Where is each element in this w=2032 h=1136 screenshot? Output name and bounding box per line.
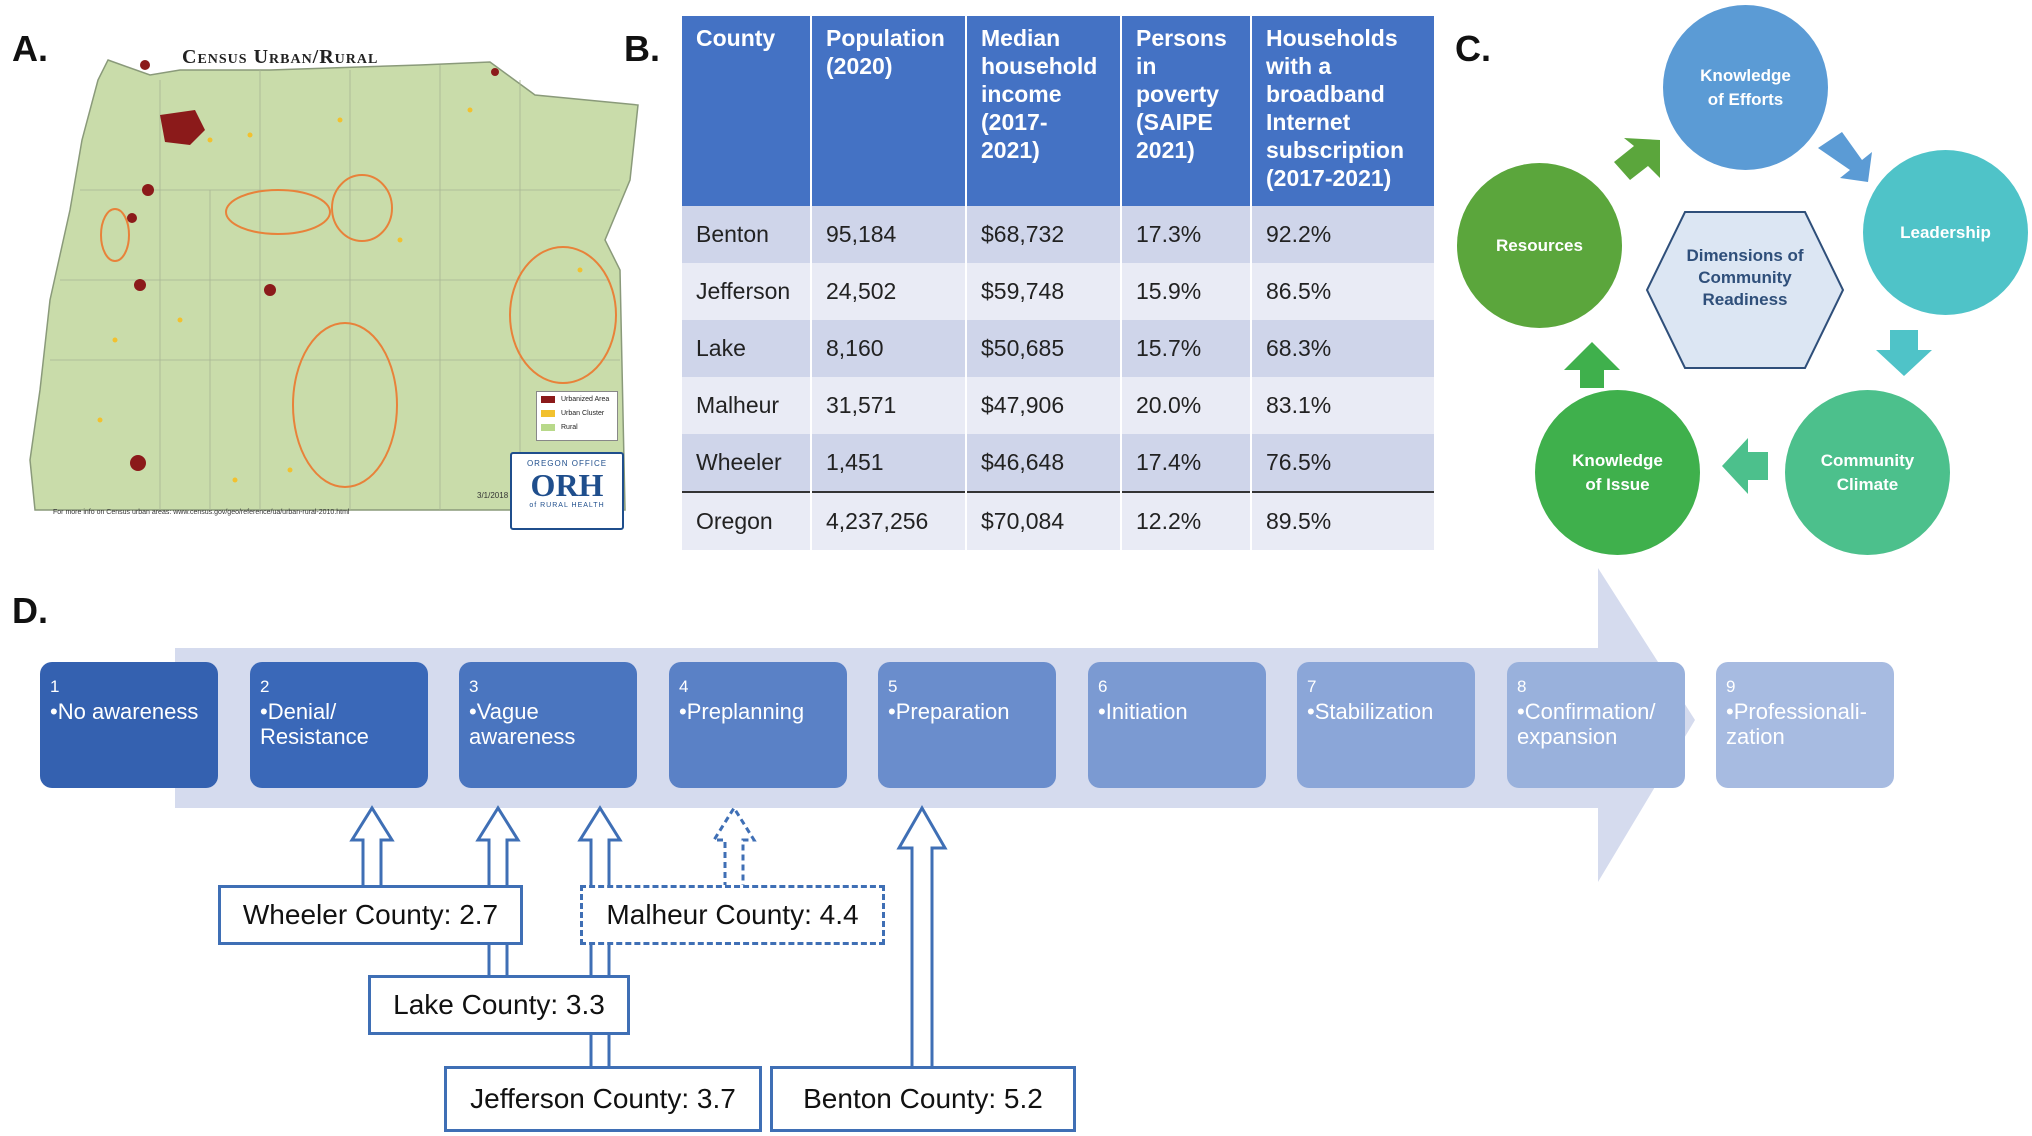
stage-5: 5 •Preparation <box>878 662 1056 788</box>
table-row: Benton 95,184 $68,732 17.3% 92.2% <box>682 206 1436 263</box>
oregon-outline <box>29 59 639 511</box>
center-label: Dimensions of Community Readiness <box>1686 246 1804 309</box>
map-source-note: For more info on Census urban areas: www… <box>53 509 350 516</box>
stage-2: 2 •Denial/ Resistance <box>250 662 428 788</box>
center-hexagon <box>1645 211 1845 369</box>
node-knowledge-of-efforts: Knowledge of Efforts <box>1663 5 1828 170</box>
header-income: Median household income (2017-2021) <box>966 16 1122 206</box>
legend-urbanized: Urbanized Area <box>537 392 617 406</box>
oregon-census-map <box>29 59 639 511</box>
stage-7: 7 •Stabilization <box>1297 662 1475 788</box>
header-broadband: Households with a broadband Internet sub… <box>1251 16 1436 206</box>
score-benton: Benton County: 5.2 <box>770 1066 1076 1132</box>
node-knowledge-of-issue: Knowledge of Issue <box>1535 390 1700 555</box>
table-row: Jefferson 24,502 $59,748 15.9% 86.5% <box>682 263 1436 320</box>
map-title: Census Urban/Rural <box>182 46 379 68</box>
stage-9: 9 •Professionali-zation <box>1716 662 1894 788</box>
map-date: 3/1/2018 <box>477 491 509 500</box>
panel-b-label: B. <box>624 28 660 69</box>
stage-8: 8 •Confirmation/ expansion <box>1507 662 1685 788</box>
stage-1: 1 •No awareness <box>40 662 218 788</box>
arrow-to-resources-icon <box>1564 342 1620 388</box>
header-county: County <box>682 16 812 206</box>
header-population: Population (2020) <box>811 16 967 206</box>
connector-lake <box>475 805 521 978</box>
panel-a-label: A. <box>12 28 48 69</box>
orh-logo: OREGON OFFICE ORH of RURAL HEALTH <box>510 452 624 530</box>
arrow-to-climate-icon <box>1876 330 1932 376</box>
panel-c-label: C. <box>1455 28 1491 69</box>
header-poverty: Persons in poverty (SAIPE 2021) <box>1121 16 1252 206</box>
table-row-total: Oregon 4,237,256 $70,084 12.2% 89.5% <box>682 491 1436 550</box>
panel-d-label: D. <box>12 590 48 631</box>
node-leadership: Leadership <box>1863 150 2028 315</box>
connector-benton <box>896 804 948 1068</box>
legend-urban-cluster: Urban Cluster <box>537 406 617 420</box>
stage-4: 4 •Preplanning <box>669 662 847 788</box>
legend-rural: Rural <box>537 420 617 434</box>
table-row: Malheur 31,571 $47,906 20.0% 83.1% <box>682 377 1436 434</box>
connector-malheur <box>711 805 757 888</box>
connector-jefferson <box>577 805 623 1068</box>
connector-wheeler <box>349 805 395 888</box>
score-wheeler: Wheeler County: 2.7 <box>218 885 523 945</box>
score-lake: Lake County: 3.3 <box>368 975 630 1035</box>
node-community-climate: Community Climate <box>1785 390 1950 555</box>
arrow-to-efforts-icon <box>1614 138 1660 180</box>
stage-3: 3 •Vague awareness <box>459 662 637 788</box>
table-row: Lake 8,160 $50,685 15.7% 68.3% <box>682 320 1436 377</box>
map-legend: Urbanized Area Urban Cluster Rural <box>536 391 618 441</box>
score-malheur: Malheur County: 4.4 <box>580 885 885 945</box>
table-header-row: County Population (2020) Median househol… <box>682 16 1436 206</box>
county-data-table: County Population (2020) Median househol… <box>682 16 1436 550</box>
arrow-to-leadership-icon <box>1818 132 1872 182</box>
node-resources: Resources <box>1457 163 1622 328</box>
table-row: Wheeler 1,451 $46,648 17.4% 76.5% <box>682 434 1436 492</box>
arrow-to-issue-icon <box>1722 438 1768 494</box>
stage-6: 6 •Initiation <box>1088 662 1266 788</box>
score-jefferson: Jefferson County: 3.7 <box>444 1066 762 1132</box>
